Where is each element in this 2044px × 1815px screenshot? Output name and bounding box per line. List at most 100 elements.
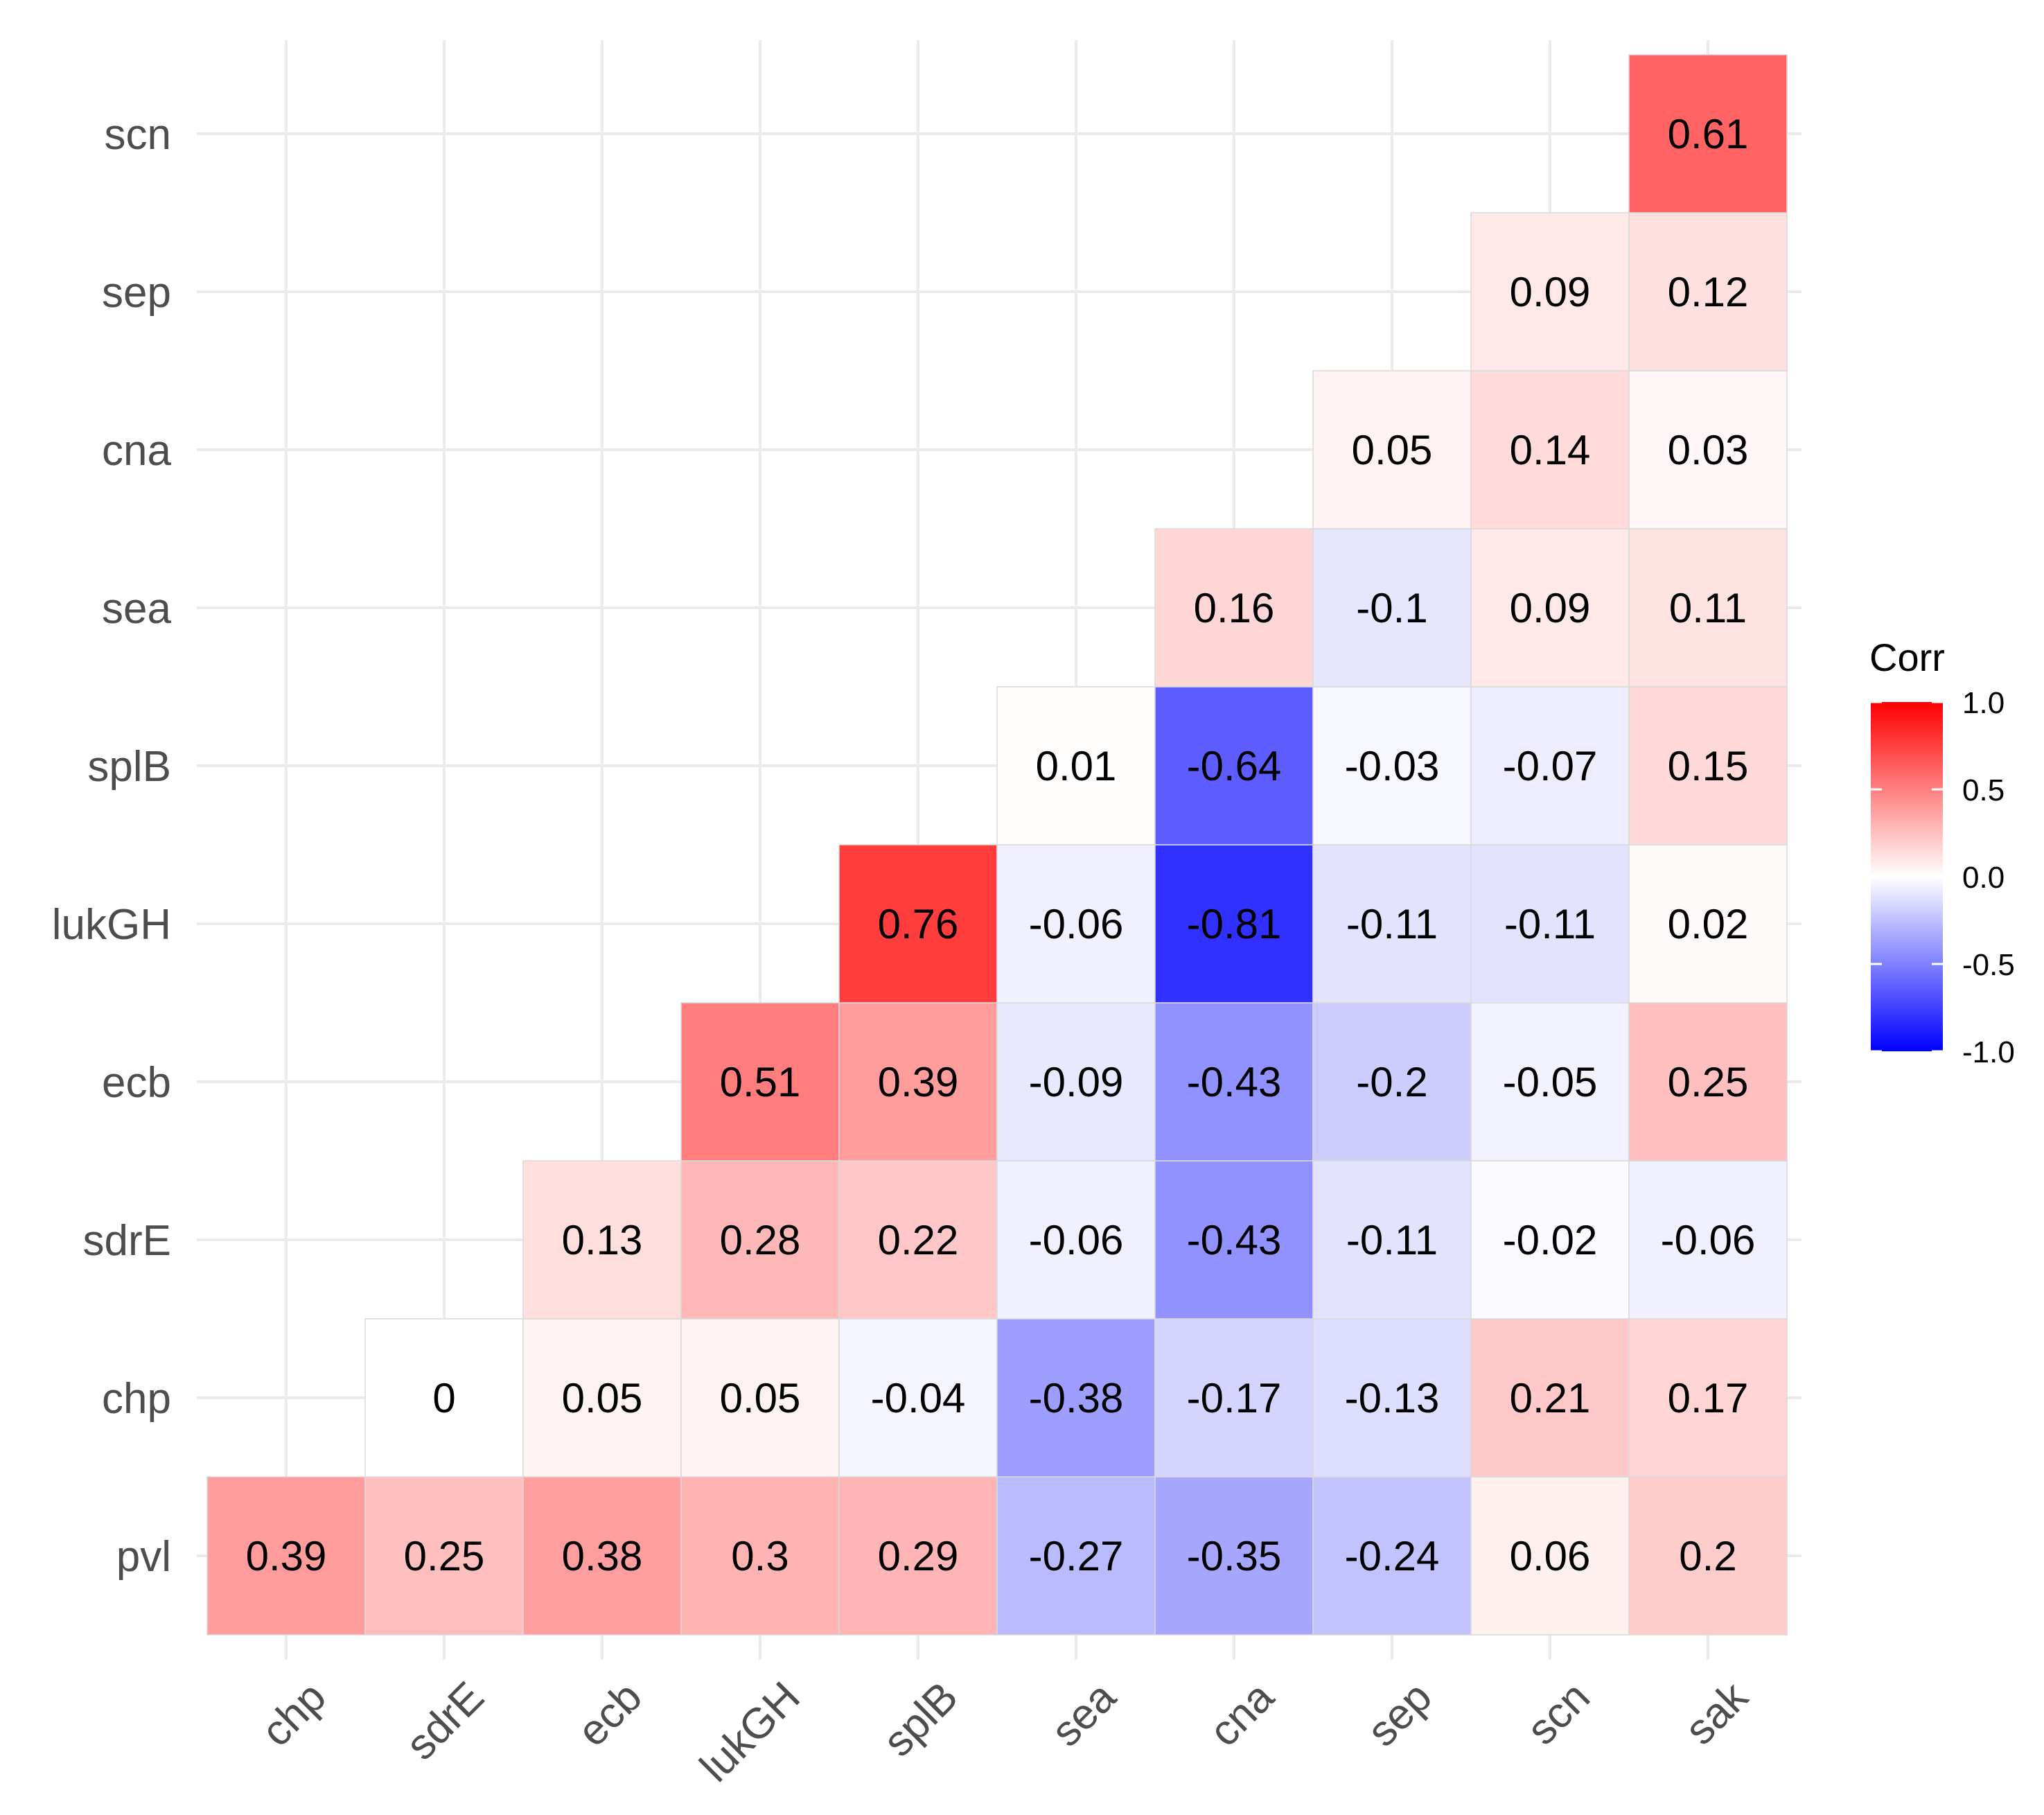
heatmap-cell-splB-sep: [1312, 686, 1472, 845]
cell-value-pvl-scn: 0.06: [1510, 1533, 1591, 1579]
heatmap-cell-ecb-sea: [996, 1002, 1156, 1161]
cell-value-pvl-sep: -0.24: [1345, 1533, 1440, 1579]
cell-value-sdrE-sep: -0.11: [1346, 1217, 1438, 1263]
heatmap-cell-lukGH-sak: [1628, 844, 1788, 1003]
heatmap-cell-splB-sak: [1628, 686, 1788, 845]
heatmap-cell-pvl-scn: [1470, 1476, 1630, 1636]
heatmap-cell-sea-sak: [1628, 528, 1788, 687]
color-legend: Corr 1.0 0.5 0.0 -0.5 -1.0: [1869, 635, 2015, 1069]
heatmap-cell-sea-cna: [1154, 528, 1314, 687]
cell-value-pvl-ecb: 0.38: [562, 1533, 643, 1579]
heatmap-cell-chp-cna: [1154, 1318, 1314, 1478]
heatmap-cell-pvl-cna: [1154, 1476, 1314, 1636]
cell-value-sdrE-scn: -0.02: [1503, 1217, 1598, 1263]
heatmap-cell-ecb-scn: [1470, 1002, 1630, 1161]
heatmap-cell-pvl-sep: [1312, 1476, 1472, 1636]
y-tick-label-lukGH: lukGH: [52, 901, 171, 949]
heatmap-cell-pvl-sdrE: [364, 1476, 524, 1636]
heatmap-cell-cna-sep: [1312, 370, 1472, 529]
x-tick-label-chp: chp: [252, 1673, 335, 1755]
x-tick-label-splB: splB: [874, 1673, 967, 1766]
y-tick-label-pvl: pvl: [116, 1533, 171, 1581]
heatmap-cell-sep-scn: [1470, 212, 1630, 371]
cell-value-pvl-cna: -0.35: [1187, 1533, 1282, 1579]
heatmap-cell-pvl-splB: [838, 1476, 998, 1636]
cell-value-sep-scn: 0.09: [1510, 269, 1591, 315]
legend-tick-label: 1.0: [1962, 686, 2005, 720]
cell-value-pvl-chp: 0.39: [246, 1533, 327, 1579]
heatmap-cells: [206, 54, 1788, 1636]
cell-value-sep-sak: 0.12: [1668, 269, 1749, 315]
y-tick-label-sdrE: sdrE: [83, 1217, 171, 1265]
cell-value-cna-sep: 0.05: [1352, 427, 1433, 473]
heatmap-cell-lukGH-cna: [1154, 844, 1314, 1003]
cell-value-sdrE-ecb: 0.13: [562, 1217, 643, 1263]
cell-value-ecb-sea: -0.09: [1029, 1059, 1124, 1105]
heatmap-cell-ecb-cna: [1154, 1002, 1314, 1161]
heatmap-cell-chp-lukGH: [680, 1318, 840, 1478]
cell-value-splB-sep: -0.03: [1345, 743, 1440, 789]
cell-value-lukGH-cna: -0.81: [1187, 901, 1282, 947]
y-tick-label-ecb: ecb: [102, 1059, 171, 1107]
cell-value-sdrE-splB: 0.22: [878, 1217, 959, 1263]
heatmap-cell-ecb-sep: [1312, 1002, 1472, 1161]
cell-value-lukGH-sea: -0.06: [1029, 901, 1124, 947]
heatmap-cell-sdrE-splB: [838, 1160, 998, 1319]
x-tick-label-sea: sea: [1042, 1673, 1125, 1756]
cell-value-ecb-splB: 0.39: [878, 1059, 959, 1105]
heatmap-cell-pvl-sea: [996, 1476, 1156, 1636]
heatmap-cell-lukGH-scn: [1470, 844, 1630, 1003]
cell-value-lukGH-sak: 0.02: [1668, 901, 1749, 947]
x-tick-label-ecb: ecb: [568, 1673, 651, 1755]
cell-value-ecb-sep: -0.2: [1356, 1059, 1427, 1105]
heatmap-cell-sdrE-sep: [1312, 1160, 1472, 1319]
heatmap-cell-splB-cna: [1154, 686, 1314, 845]
cell-value-splB-sak: 0.15: [1668, 743, 1749, 789]
heatmap-cell-cna-sak: [1628, 370, 1788, 529]
cell-value-splB-sea: 0.01: [1036, 743, 1117, 789]
heatmap-cell-cna-scn: [1470, 370, 1630, 529]
y-tick-label-sea: sea: [102, 585, 171, 633]
cell-value-chp-ecb: 0.05: [562, 1375, 643, 1421]
cell-value-splB-cna: -0.64: [1187, 743, 1282, 789]
heatmap-cell-sdrE-ecb: [522, 1160, 682, 1319]
cell-value-lukGH-scn: -0.11: [1504, 901, 1596, 947]
x-tick-label-sep: sep: [1358, 1673, 1441, 1755]
y-tick-label-chp: chp: [102, 1375, 171, 1423]
y-tick-label-scn: scn: [105, 111, 171, 159]
heatmap-cell-chp-scn: [1470, 1318, 1630, 1478]
legend-tick-label: 0.5: [1962, 773, 2005, 807]
cell-value-sdrE-sea: -0.06: [1029, 1217, 1124, 1263]
heatmap-cell-chp-sak: [1628, 1318, 1788, 1478]
cell-value-sea-sak: 0.11: [1669, 585, 1747, 631]
cell-value-ecb-lukGH: 0.51: [720, 1059, 801, 1105]
cell-value-pvl-lukGH: 0.3: [731, 1533, 788, 1579]
x-tick-label-cna: cna: [1200, 1673, 1283, 1756]
cell-value-chp-splB: -0.04: [871, 1375, 966, 1421]
heatmap-cell-lukGH-sep: [1312, 844, 1472, 1003]
cell-value-ecb-sak: 0.25: [1668, 1059, 1749, 1105]
heatmap-cell-chp-ecb: [522, 1318, 682, 1478]
cell-value-ecb-cna: -0.43: [1187, 1059, 1282, 1105]
cell-value-sdrE-sak: -0.06: [1661, 1217, 1756, 1263]
cell-value-pvl-sdrE: 0.25: [404, 1533, 485, 1579]
cell-value-chp-cna: -0.17: [1187, 1375, 1282, 1421]
legend-tick-label: 0.0: [1962, 861, 2005, 895]
heatmap-cell-chp-sdrE: [364, 1318, 524, 1478]
cell-value-chp-sak: 0.17: [1668, 1375, 1749, 1421]
heatmap-cell-ecb-lukGH: [680, 1002, 840, 1161]
cell-value-chp-scn: 0.21: [1510, 1375, 1591, 1421]
y-tick-label-splB: splB: [87, 743, 171, 791]
cell-value-lukGH-sep: -0.11: [1346, 901, 1438, 947]
heatmap-cell-ecb-splB: [838, 1002, 998, 1161]
cell-value-pvl-sak: 0.2: [1679, 1533, 1736, 1579]
x-axis: chp sdrE ecb lukGH splB sea cna sep scn sak: [252, 1672, 1757, 1791]
heatmap-cell-chp-sea: [996, 1318, 1156, 1478]
heatmap-cell-chp-splB: [838, 1318, 998, 1478]
cell-value-pvl-sea: -0.27: [1029, 1533, 1124, 1579]
cell-value-sea-cna: 0.16: [1194, 585, 1275, 631]
y-tick-label-sep: sep: [102, 269, 171, 317]
cell-value-sdrE-cna: -0.43: [1187, 1217, 1282, 1263]
cell-value-sea-scn: 0.09: [1510, 585, 1591, 631]
